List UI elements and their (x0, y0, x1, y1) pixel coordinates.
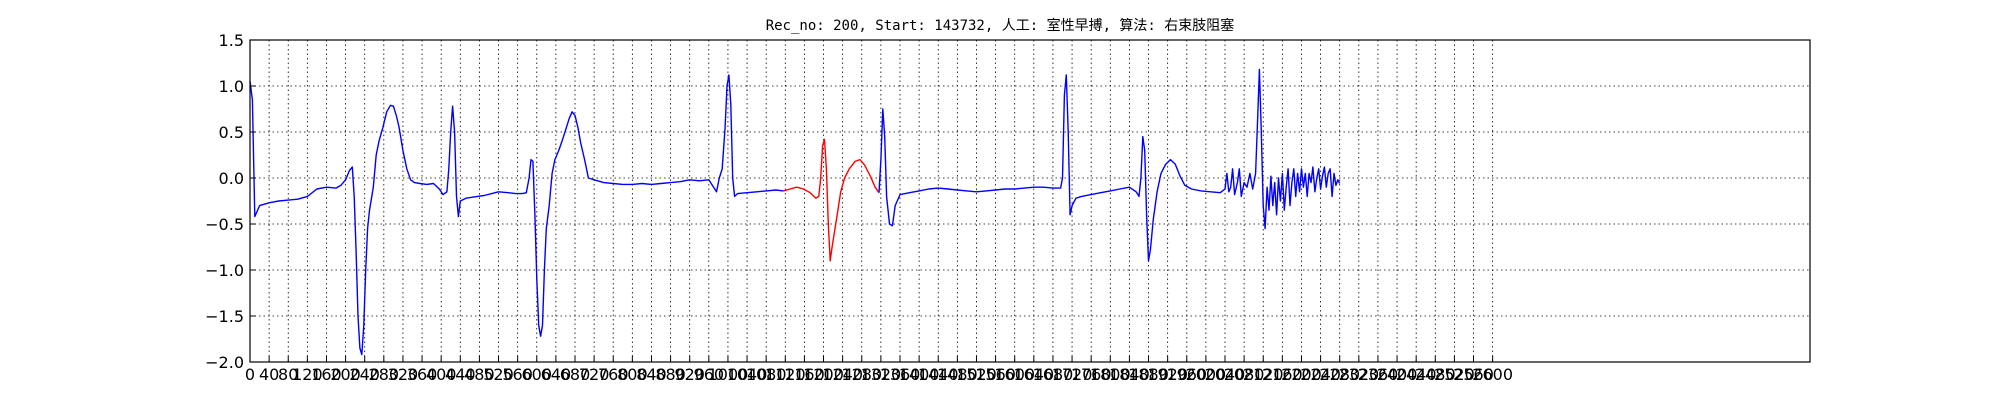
x-tick-label: 520 (483, 365, 514, 384)
x-tick-label: 2560 (1453, 365, 1494, 384)
x-tick-label: 1840 (1109, 365, 1150, 384)
x-tick-label: 2080 (1224, 365, 1265, 384)
x-tick-label: 2280 (1319, 365, 1360, 384)
x-tick-label: 2440 (1396, 365, 1437, 384)
x-tick-label: 2040 (1205, 365, 1246, 384)
ecg-trace-segment-2 (878, 68, 1341, 262)
chart-title: Rec_no: 200, Start: 143732, 人工: 室性早搏, 算法… (766, 17, 1235, 34)
x-tick-label: 280 (369, 365, 400, 384)
x-tick-label: 600 (521, 365, 552, 384)
grid (249, 39, 1810, 363)
x-tick-label: 960 (694, 365, 725, 384)
x-tick-label: 1680 (1033, 365, 1074, 384)
x-tick-label: 1480 (937, 365, 978, 384)
x-tick-label: 2400 (1377, 365, 1418, 384)
x-tick-label: 1520 (956, 365, 997, 384)
x-tick-label: 2360 (1358, 365, 1399, 384)
x-tick-label: 360 (407, 365, 438, 384)
series-group (249, 68, 1341, 356)
y-tick-label: 1.0 (219, 77, 244, 96)
x-tick-label: 0 (245, 365, 255, 384)
x-tick-label: 640 (541, 365, 572, 384)
y-tick-label: −0.5 (205, 215, 244, 234)
x-tick-label: 760 (598, 365, 629, 384)
x-tick-label: 1800 (1090, 365, 1131, 384)
x-tick-label: 880 (655, 365, 686, 384)
x-tick-label: 1240 (822, 365, 863, 384)
x-tick-label: 560 (502, 365, 533, 384)
x-tick-label: 480 (464, 365, 495, 384)
x-tick-label: 400 (426, 365, 457, 384)
ecg-trace-segment-1 (783, 138, 880, 262)
x-tick-label: 1560 (975, 365, 1016, 384)
x-tick-label: 1920 (1147, 365, 1188, 384)
x-tick-label: 2240 (1300, 365, 1341, 384)
x-tick-label: 2160 (1262, 365, 1303, 384)
x-tick-label: 680 (560, 365, 591, 384)
y-tick-label: 0.0 (219, 169, 244, 188)
x-tick-label: 2480 (1415, 365, 1456, 384)
x-tick-label: 1760 (1071, 365, 1112, 384)
ecg-trace-segment-0 (249, 74, 784, 356)
x-tick-label: 2000 (1186, 365, 1227, 384)
x-tick-label: 1440 (918, 365, 959, 384)
y-tick-label: −1.5 (205, 307, 244, 326)
x-tick-label: 1080 (746, 365, 787, 384)
x-tick-label: 1360 (880, 365, 921, 384)
x-axis: 0 408012016020024028032036040044048052056… (245, 356, 1513, 384)
y-tick-label: 0.5 (219, 123, 244, 142)
x-tick-label: 40 (259, 365, 279, 384)
x-tick-label: 320 (388, 365, 419, 384)
x-tick-label: 920 (674, 365, 705, 384)
x-tick-label: 1040 (727, 365, 768, 384)
x-tick-label: 200 (330, 365, 361, 384)
x-tick-label: 1880 (1128, 365, 1169, 384)
x-tick-label: 1000 (708, 365, 749, 384)
x-tick-label: 160 (311, 365, 342, 384)
x-tick-label: 1640 (1013, 365, 1054, 384)
x-tick-label: 840 (636, 365, 667, 384)
x-tick-label: 1160 (784, 365, 825, 384)
plot-frame (249, 39, 1811, 363)
x-tick-label: 1720 (1052, 365, 1093, 384)
y-tick-label: 1.5 (219, 31, 244, 50)
x-tick-label: 80 (278, 365, 298, 384)
x-tick-label: 1200 (803, 365, 844, 384)
x-tick-label: 720 (579, 365, 610, 384)
x-tick-label: 2600 (1472, 365, 1513, 384)
x-tick-label: 240 (349, 365, 380, 384)
x-tick-label: 2320 (1338, 365, 1379, 384)
x-tick-label: 2200 (1281, 365, 1322, 384)
x-tick-label: 1600 (994, 365, 1035, 384)
x-tick-label: 1400 (899, 365, 940, 384)
x-tick-label: 1280 (841, 365, 882, 384)
y-axis: 1.5 1.0 0.5 0.0 −0.5 −1.0 −1.5 −2.0 (205, 31, 256, 372)
x-tick-label: 1120 (765, 365, 806, 384)
x-tick-label: 1320 (861, 365, 902, 384)
x-tick-label: 1960 (1166, 365, 1207, 384)
y-tick-label: −1.0 (205, 261, 244, 280)
x-tick-label: 440 (445, 365, 476, 384)
y-tick-label: −2.0 (205, 353, 244, 372)
x-tick-label: 120 (292, 365, 323, 384)
x-tick-label: 800 (617, 365, 648, 384)
x-tick-label: 2120 (1243, 365, 1284, 384)
x-tick-label: 2520 (1434, 365, 1475, 384)
